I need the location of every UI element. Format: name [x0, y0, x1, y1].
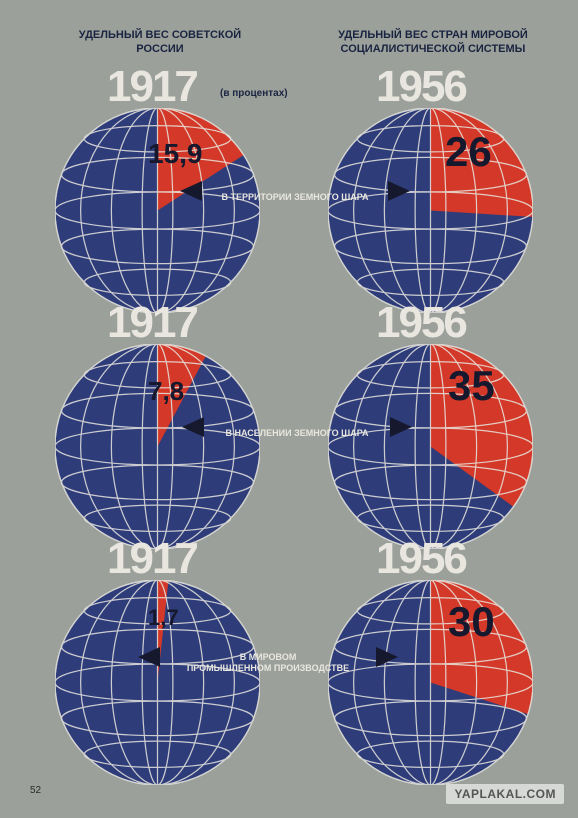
globe-right-2 [328, 580, 533, 785]
subtitle: (в процентах) [220, 88, 288, 99]
arrow-left-0 [180, 181, 202, 201]
globe-right-0 [328, 108, 533, 313]
globe-right-1 [328, 344, 533, 549]
arrow-right-2 [376, 647, 398, 667]
value-right-2: 30 [448, 598, 495, 646]
globe-left-1 [55, 344, 260, 549]
value-left-2: 1,7 [148, 605, 179, 631]
year-left-2: 1917 [107, 534, 197, 584]
row-label-1: В НАСЕЛЕНИИ ЗЕМНОГО ШАРА [202, 428, 392, 439]
value-right-0: 26 [445, 128, 492, 176]
header-right: УДЕЛЬНЫЙ ВЕС СТРАН МИРОВОЙСОЦИАЛИСТИЧЕСК… [318, 28, 548, 57]
arrow-left-1 [182, 417, 204, 437]
year-left-1: 1917 [107, 298, 197, 348]
year-right-0: 1956 [376, 62, 466, 112]
year-left-0: 1917 [107, 62, 197, 112]
watermark: YAPLAKAL.COM [446, 784, 564, 804]
page-number: 52 [30, 785, 41, 796]
year-right-1: 1956 [376, 298, 466, 348]
value-left-1: 7,8 [148, 376, 184, 407]
row-label-0: В ТЕРРИТОРИИ ЗЕМНОГО ШАРА [200, 192, 390, 203]
header-left: УДЕЛЬНЫЙ ВЕС СОВЕТСКОЙРОССИИ [60, 28, 260, 57]
arrow-right-0 [388, 181, 410, 201]
row-label-2: В МИРОВОМПРОМЫШЛЕННОМ ПРОИЗВОДСТВЕ [158, 652, 378, 674]
arrow-right-1 [390, 417, 412, 437]
year-right-2: 1956 [376, 534, 466, 584]
value-right-1: 35 [448, 362, 495, 410]
arrow-left-2 [138, 647, 160, 667]
value-left-0: 15,9 [148, 138, 203, 170]
